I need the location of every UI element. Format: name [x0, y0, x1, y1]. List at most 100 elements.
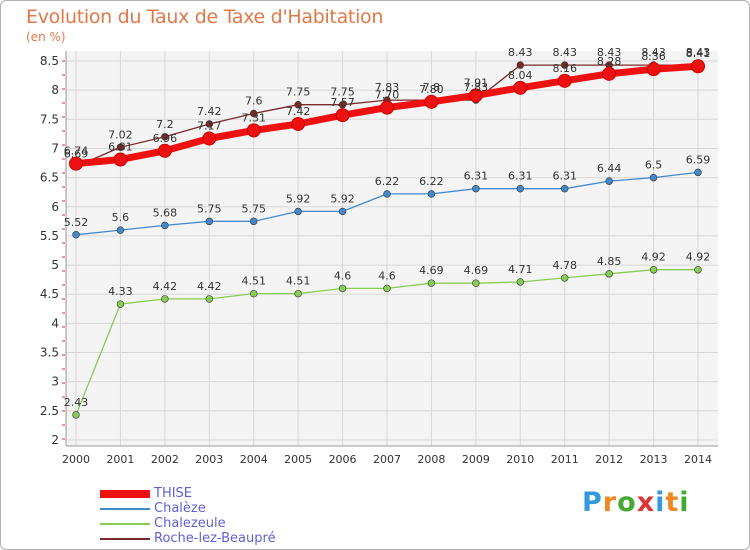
data-label: 2.43 [64, 396, 89, 409]
data-point-1 [205, 217, 213, 226]
legend-item-roche: Roche-lez-Beaupré [100, 531, 276, 546]
data-label: 5.52 [64, 216, 89, 229]
x-tick-label: 2002 [151, 453, 179, 466]
y-tick-label: 2 [51, 433, 59, 447]
data-point-thise [424, 94, 439, 109]
data-point-1 [161, 221, 169, 230]
data-label: 4.42 [153, 280, 178, 293]
x-tick-label: 2007 [373, 453, 401, 466]
data-label: 7.8 [423, 81, 441, 94]
legend-label: Chalezeule [154, 516, 226, 531]
data-point-thise [157, 143, 172, 158]
chart-subtitle: (en %) [26, 30, 66, 44]
data-point-1 [472, 184, 480, 193]
data-label: 4.6 [378, 269, 396, 282]
data-label: 6.96 [153, 132, 178, 145]
data-label: 5.92 [286, 192, 311, 205]
data-label: 4.69 [464, 264, 489, 277]
data-point-1 [605, 177, 613, 185]
data-point-2 [694, 266, 702, 274]
legend-label: Chalèze [154, 501, 206, 516]
x-tick-label: 2011 [551, 453, 579, 466]
brand-letter: P [582, 487, 603, 518]
data-label: 6.74 [64, 145, 89, 158]
data-label: 4.33 [108, 285, 133, 298]
data-point-2 [72, 411, 80, 419]
data-label: 6.31 [464, 170, 489, 183]
data-label: 7.91 [464, 76, 489, 89]
data-point-3 [294, 101, 302, 109]
data-point-1 [427, 190, 436, 198]
data-point-1 [294, 207, 302, 216]
x-tick-label: 2000 [62, 453, 90, 466]
legend-swatch-roche [100, 537, 150, 540]
x-tick-label: 2013 [640, 453, 668, 466]
data-label: 5.75 [241, 202, 266, 215]
x-tick-label: 2014 [684, 453, 712, 466]
data-label: 7.57 [330, 96, 355, 109]
data-label: 7.80 [419, 83, 444, 96]
x-tick-label: 2009 [462, 453, 490, 466]
data-label: 6.69 [64, 148, 89, 161]
data-point-3 [116, 143, 125, 151]
data-point-1 [516, 184, 524, 193]
y-tick-label: 8 [51, 83, 59, 97]
data-label: 7.02 [108, 128, 133, 141]
data-label: 7.42 [286, 105, 311, 118]
data-point-2 [427, 279, 436, 287]
data-point-1 [649, 173, 658, 182]
data-label: 7.83 [464, 81, 489, 94]
data-point-1 [338, 207, 347, 216]
data-label: 7.75 [330, 86, 355, 99]
brand-letter: o [617, 487, 637, 518]
data-point-2 [294, 289, 302, 298]
data-point-3 [561, 61, 569, 69]
y-tick-label: 2.5 [40, 404, 59, 418]
brand-letter: x [636, 487, 656, 518]
legend-label: THISE [154, 486, 193, 501]
data-point-3 [516, 61, 524, 69]
y-tick-label: 3 [51, 375, 59, 389]
data-point-2 [516, 278, 524, 286]
legend-item-thise: THISE [100, 486, 276, 501]
data-label: 7.83 [375, 81, 400, 94]
y-tick-label: 5.5 [40, 229, 59, 243]
data-point-3 [338, 101, 347, 109]
data-point-thise [69, 156, 83, 171]
data-point-thise [291, 116, 306, 131]
data-label: 6.5 [645, 159, 663, 172]
data-point-2 [161, 295, 169, 303]
data-label: 8.43 [641, 46, 666, 59]
data-point-3 [161, 133, 169, 141]
data-label: 4.71 [508, 263, 533, 276]
x-tick-label: 2004 [240, 453, 268, 466]
legend: THISE Chalèze Chalezeule Roche-lez-Beaup… [100, 486, 276, 546]
data-point-3 [250, 109, 258, 118]
data-label: 5.75 [197, 202, 222, 215]
data-point-2 [605, 270, 613, 278]
data-label: 6.22 [419, 175, 444, 188]
data-label: 4.92 [641, 251, 666, 264]
y-tick-label: 8.5 [40, 54, 59, 68]
data-label: 8.43 [686, 46, 711, 59]
data-label: 7.42 [197, 105, 222, 118]
legend-item-chalezeule: Chalezeule [100, 516, 276, 531]
data-point-thise [202, 131, 217, 146]
data-label: 8.41 [686, 47, 711, 60]
legend-label: Roche-lez-Beaupré [154, 531, 276, 546]
data-point-1 [383, 190, 391, 198]
y-tick-label: 7 [51, 141, 59, 155]
brand-logo: Proxiti [582, 487, 690, 518]
data-label: 5.68 [153, 206, 178, 219]
legend-swatch-chaleze [100, 507, 150, 510]
x-tick-label: 2012 [595, 453, 623, 466]
data-point-thise [646, 62, 661, 77]
data-point-2 [472, 279, 480, 287]
data-point-2 [561, 274, 569, 282]
brand-letter: i [679, 487, 690, 518]
data-point-1 [116, 226, 125, 234]
data-label: 7.75 [286, 86, 311, 99]
data-point-thise [691, 59, 705, 74]
legend-swatch-chalezeule [100, 522, 150, 525]
x-tick-label: 2008 [417, 453, 445, 466]
